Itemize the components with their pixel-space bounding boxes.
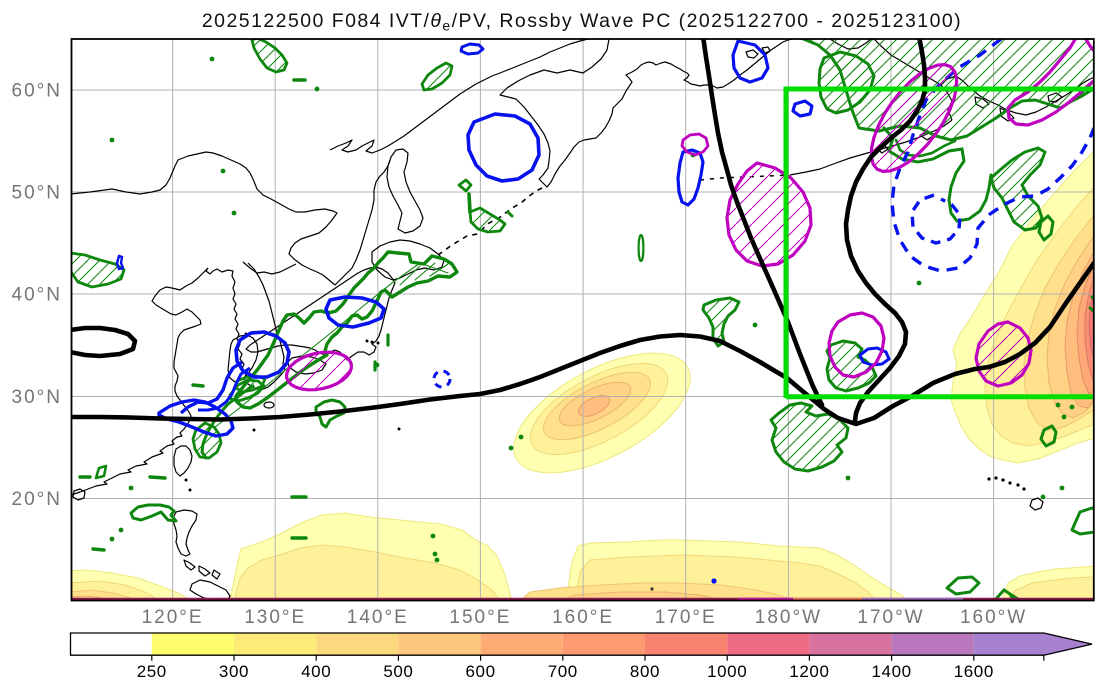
svg-text:140°E: 140°E [347, 607, 409, 628]
svg-text:1600: 1600 [954, 662, 994, 681]
svg-text:170°W: 170°W [857, 607, 924, 628]
svg-text:130°E: 130°E [244, 607, 306, 628]
svg-text:30°N: 30°N [12, 387, 62, 408]
svg-text:20°N: 20°N [12, 489, 62, 510]
svg-text:500: 500 [383, 662, 413, 681]
svg-text:2025122500 F084 IVT/θe/PV, Ros: 2025122500 F084 IVT/θe/PV, Rossby Wave P… [202, 10, 962, 34]
svg-text:60°N: 60°N [12, 81, 62, 102]
svg-text:800: 800 [630, 662, 660, 681]
svg-text:50°N: 50°N [12, 183, 62, 204]
svg-text:160°E: 160°E [552, 607, 614, 628]
svg-text:700: 700 [548, 662, 578, 681]
svg-text:600: 600 [466, 662, 496, 681]
svg-text:400: 400 [301, 662, 331, 681]
svg-text:170°E: 170°E [655, 607, 717, 628]
svg-text:1000: 1000 [707, 662, 747, 681]
svg-text:120°E: 120°E [142, 607, 204, 628]
svg-text:1400: 1400 [871, 662, 911, 681]
svg-text:150°E: 150°E [449, 607, 511, 628]
svg-text:180°W: 180°W [755, 607, 822, 628]
svg-text:40°N: 40°N [12, 285, 62, 306]
svg-text:300: 300 [219, 662, 249, 681]
svg-text:160°W: 160°W [960, 607, 1027, 628]
svg-text:250: 250 [137, 662, 167, 681]
svg-text:1200: 1200 [789, 662, 829, 681]
